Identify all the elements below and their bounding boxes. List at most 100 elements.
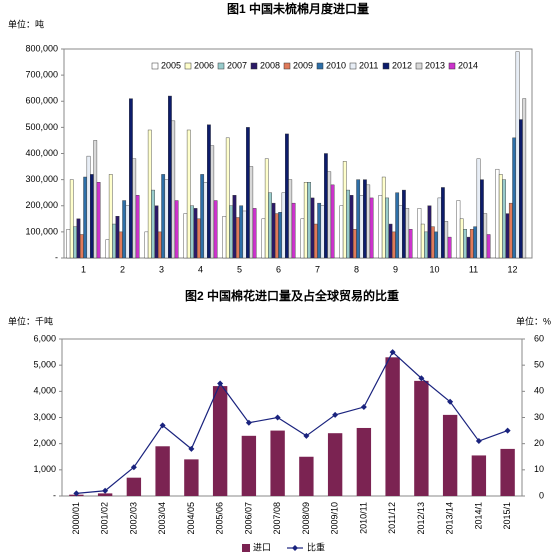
y-tick-label: 3,000 [33,412,56,422]
marker [504,427,511,434]
legend-label: 2011 [359,60,378,70]
legend-swatch [382,62,390,70]
bar [346,189,350,259]
bar [480,179,484,259]
bar [398,205,403,259]
legend-label: 2006 [194,60,214,70]
bar [271,202,276,259]
bar [79,234,84,259]
bar [519,119,523,259]
bar [495,168,500,259]
legend-swatch [316,62,324,70]
bar [164,179,169,259]
x-tick-label: 2003/04 [157,502,167,535]
marker [102,487,109,494]
bar [115,215,120,259]
bar [369,197,374,259]
bar [213,200,218,259]
bar [132,158,137,259]
bar [466,236,471,259]
bar [222,215,227,259]
bar [430,226,435,259]
bar [303,182,308,259]
unit-label: 单位：吨 [8,18,44,29]
bar [239,205,244,259]
x-tick-label: 6 [276,264,281,274]
y2-tick-label: 10 [534,464,544,474]
x-tick-label: 2001/02 [100,502,110,535]
y2-tick-label: 60 [534,333,544,343]
bar [310,197,315,259]
bar [500,448,515,496]
bar [512,137,517,259]
x-tick-label: 2011/12 [387,502,397,534]
bar [414,380,429,496]
legend-label: 2007 [227,60,247,70]
legend-swatch [151,62,159,70]
bar [69,179,74,259]
x-tick-label: 2009/10 [330,502,340,535]
x-tick-label: 2008/09 [301,502,311,535]
marker [245,419,252,426]
bar [381,176,386,259]
legend-label: 2013 [425,60,445,70]
bar [229,205,233,259]
bar [447,236,452,259]
bar [291,202,296,259]
bar [349,195,354,259]
bar [385,357,400,496]
bar [317,202,322,259]
bar [327,171,332,259]
y-tick-label: - [53,490,56,500]
unit-label: 单位：% [516,315,551,326]
x-tick-label: 2015/1 [502,502,512,530]
y-tick-label: 400,000 [25,148,58,158]
bar [313,223,318,259]
legend-label: 2008 [260,60,280,70]
bar [268,192,272,259]
bar [424,231,428,259]
bar [76,218,81,259]
legend-swatch [349,62,357,70]
marker [332,411,339,418]
legend-swatch [448,62,456,70]
bar [161,174,166,259]
y2-tick-label: 40 [534,386,544,396]
bar [66,229,71,259]
x-tick-label: 2002/03 [128,502,138,535]
x-tick-label: 4 [198,264,203,274]
bar [378,195,383,259]
bar [395,192,400,259]
bar [515,51,520,259]
bar [522,98,527,259]
bar [196,218,201,259]
bar [151,189,155,259]
bar [356,427,372,496]
bar [249,166,254,259]
marker [217,380,224,387]
bar [388,223,393,259]
bar [427,205,432,259]
x-tick-label: 11 [469,264,478,274]
bar [486,234,491,259]
bar [122,200,127,259]
bar [339,205,344,259]
bar [441,187,445,259]
legend-label: 2010 [326,60,346,70]
bar [200,174,205,259]
x-tick-label: 5 [237,264,242,274]
bar [307,182,311,259]
bar [473,226,478,259]
bar [420,223,425,259]
bar [281,192,286,259]
bar [417,208,422,259]
bar [391,231,396,259]
x-tick-label: 2013/14 [445,502,455,535]
bar [118,231,123,259]
bar [476,158,481,259]
bar [171,120,176,259]
bar [278,212,283,259]
x-tick-label: 2007/08 [272,502,282,535]
bar [174,200,179,259]
x-tick-label: 2012/13 [416,502,426,535]
